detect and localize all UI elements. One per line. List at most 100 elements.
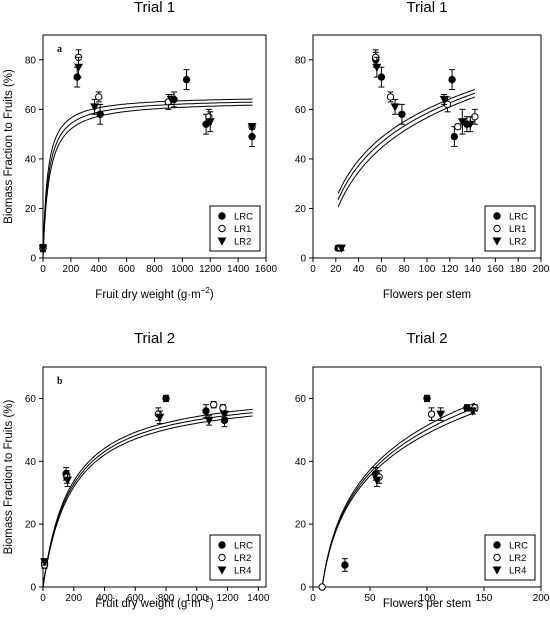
x-tick-label: 1400 bbox=[247, 593, 270, 604]
data-point-LR4 bbox=[63, 476, 73, 485]
x-tick-label: 100 bbox=[419, 593, 436, 604]
x-tick-label: 800 bbox=[146, 264, 163, 275]
data-point-LR2 bbox=[74, 63, 83, 72]
plot-frame bbox=[42, 366, 267, 588]
data-point-LRC bbox=[202, 407, 210, 415]
fit-curve-LRC bbox=[321, 402, 476, 588]
data-point-LRC bbox=[162, 394, 170, 403]
legend-marker-LR4 bbox=[492, 566, 502, 575]
legend-marker-LR4 bbox=[217, 566, 227, 575]
x-tick-label: 20 bbox=[330, 264, 342, 275]
x-axis-label-superscript: −2 bbox=[201, 595, 211, 604]
x-axis-label: Fruit dry weight (g·m−2) bbox=[95, 286, 214, 301]
x-tick-label: 600 bbox=[118, 264, 135, 275]
series-LR4 bbox=[372, 407, 478, 487]
x-axis-label: Flowers per stem bbox=[383, 598, 471, 610]
fit-curve-LR2 bbox=[42, 104, 253, 258]
x-tick-label: 100 bbox=[419, 264, 436, 275]
x-tick-label: 1000 bbox=[186, 593, 209, 604]
x-tick-label: 1200 bbox=[199, 264, 222, 275]
x-axis-label-end: ) bbox=[210, 289, 214, 301]
data-point-LR2 bbox=[337, 244, 346, 253]
chart-panel-2: Trial 1 0 20 40 60 80 100 120 140 160 180 200 0 20 40 6… bbox=[295, 0, 550, 301]
legend-marker-LR2 bbox=[217, 237, 227, 246]
chart-title: Trial 2 bbox=[134, 330, 175, 347]
y-tick-label: 20 bbox=[25, 520, 37, 531]
x-tick-label: 0 bbox=[40, 593, 46, 604]
series-LRC bbox=[334, 51, 471, 252]
chart-title: Trial 1 bbox=[406, 0, 447, 16]
data-point-LR4 bbox=[220, 410, 229, 419]
data-point-LR4 bbox=[468, 407, 478, 416]
x-tick-label: 40 bbox=[353, 264, 365, 275]
fit-curve-LR2 bbox=[321, 407, 476, 588]
data-point-LR2 bbox=[205, 118, 215, 127]
x-tick-label: 1600 bbox=[255, 264, 278, 275]
x-tick-label: 200 bbox=[65, 593, 82, 604]
data-point-LR4 bbox=[436, 410, 446, 419]
data-point-LRC bbox=[248, 132, 256, 141]
y-tick-label: 0 bbox=[30, 583, 36, 594]
data-point-LRC bbox=[450, 132, 459, 141]
data-point-LRC bbox=[341, 561, 349, 569]
legend-label: LR2 bbox=[509, 553, 526, 564]
series-LR2 bbox=[337, 56, 475, 253]
panel-letter: b bbox=[57, 376, 63, 387]
data-point-LR1 bbox=[454, 122, 462, 131]
x-tick-label: 150 bbox=[476, 593, 493, 604]
legend-label: LR4 bbox=[509, 566, 526, 577]
y-tick-label: 60 bbox=[25, 105, 37, 116]
data-point-LR2 bbox=[210, 401, 218, 409]
x-tick-label: 50 bbox=[364, 593, 376, 604]
series-LR4 bbox=[40, 410, 229, 567]
fit-curve-LR2 bbox=[337, 96, 476, 208]
data-point-LRC bbox=[423, 394, 431, 403]
legend-marker-LRC bbox=[493, 541, 501, 549]
y-tick-label: 60 bbox=[295, 394, 307, 405]
data-point-LR2 bbox=[457, 118, 467, 127]
x-tick-label: 400 bbox=[90, 264, 107, 275]
legend-label: LR2 bbox=[509, 237, 526, 248]
series-LR1 bbox=[336, 49, 479, 252]
x-axis-label: Flowers per stem bbox=[383, 289, 471, 301]
data-point-LR4 bbox=[372, 476, 382, 485]
y-tick-label: 0 bbox=[30, 254, 36, 265]
data-point-LR2 bbox=[390, 103, 400, 112]
data-point-LR4 bbox=[204, 416, 214, 426]
x-tick-label: 60 bbox=[376, 264, 388, 275]
legend-marker-LR1 bbox=[218, 224, 226, 233]
legend-marker-LR2 bbox=[218, 553, 226, 562]
series-LRC bbox=[341, 394, 471, 572]
fit-curve-LRC bbox=[42, 98, 253, 258]
x-tick-label: 200 bbox=[533, 593, 550, 604]
data-point-LR2 bbox=[219, 404, 227, 412]
y-tick-label: 40 bbox=[25, 457, 37, 468]
x-tick-label: 200 bbox=[63, 264, 80, 275]
y-axis-label: Biomass Fraction to Fruits (%) bbox=[3, 400, 15, 555]
x-tick-label: 160 bbox=[487, 264, 504, 275]
y-tick-label: 20 bbox=[295, 204, 307, 215]
legend-label: LRC bbox=[234, 541, 253, 552]
x-axis-label: Fruit dry weight (g·m−2) bbox=[95, 595, 214, 610]
chart-panel-3: Trial 2 0 200 400 600 800 1000 1200 1400 0 20 40 60 F… bbox=[3, 330, 270, 610]
y-tick-label: 20 bbox=[295, 520, 307, 531]
y-tick-label: 0 bbox=[300, 583, 306, 594]
x-tick-label: 180 bbox=[510, 264, 527, 275]
fit-curve-LRC bbox=[337, 89, 476, 194]
legend-label: LR2 bbox=[234, 237, 251, 248]
y-tick-label: 0 bbox=[300, 254, 306, 265]
data-point-LRC bbox=[96, 110, 104, 118]
x-axis-label-text: Flowers per stem bbox=[383, 289, 471, 301]
data-point-LR4 bbox=[155, 413, 165, 422]
fit-curve-LR4 bbox=[321, 412, 476, 588]
x-axis-label-superscript: −2 bbox=[201, 286, 211, 295]
data-point-LRC bbox=[398, 110, 406, 118]
data-point-LR2 bbox=[318, 583, 326, 591]
x-tick-label: 1000 bbox=[171, 264, 194, 275]
data-point-LRC bbox=[448, 75, 456, 84]
chart-title: Trial 1 bbox=[134, 0, 175, 16]
